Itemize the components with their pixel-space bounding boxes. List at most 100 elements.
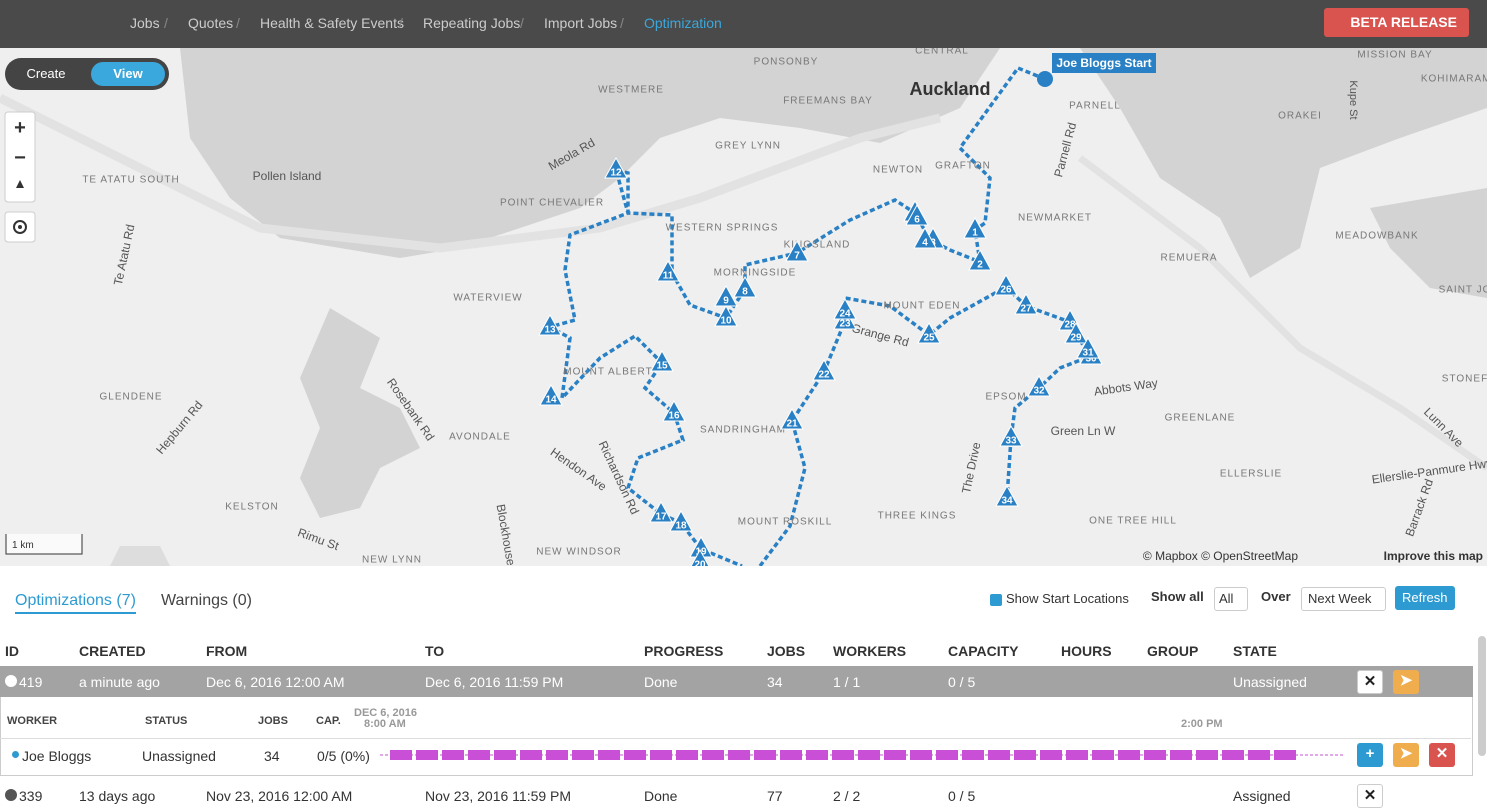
- nav-separator: /: [520, 15, 524, 31]
- table-cell: Dec 6, 2016 11:59 PM: [425, 674, 564, 690]
- stop-marker[interactable]: [785, 239, 809, 262]
- stop-marker[interactable]: [1076, 336, 1100, 359]
- stop-marker[interactable]: [963, 216, 987, 239]
- table-cell: 0 / 5: [948, 674, 976, 690]
- stop-marker[interactable]: [995, 484, 1019, 507]
- job-bar: [650, 750, 672, 760]
- scrollbar[interactable]: [1478, 636, 1486, 756]
- stop-label: 14: [545, 395, 557, 406]
- create-toggle[interactable]: Create: [26, 66, 65, 81]
- job-bar: [520, 750, 542, 760]
- stop-marker[interactable]: [780, 407, 804, 430]
- stop-marker[interactable]: [539, 383, 563, 406]
- show-all-select[interactable]: All: [1214, 587, 1249, 611]
- stop-marker[interactable]: [1027, 374, 1051, 397]
- tab[interactable]: Optimizations (7): [15, 592, 136, 614]
- table-cell: Done: [644, 788, 678, 804]
- nav-link[interactable]: Optimization: [644, 15, 722, 31]
- place-label: SAINT JO: [1439, 285, 1487, 296]
- worker-dot: [12, 751, 19, 758]
- improve-link[interactable]: Improve this map: [1384, 549, 1483, 563]
- refresh-button[interactable]: Refresh: [1395, 586, 1455, 610]
- nav-link[interactable]: Jobs: [130, 15, 160, 31]
- job-bar: [910, 750, 932, 760]
- stop-marker[interactable]: [689, 548, 711, 566]
- panel: Optimizations (7) Warnings (0) Show Star…: [0, 566, 1487, 810]
- stop-marker[interactable]: [812, 358, 836, 381]
- nav-link[interactable]: Quotes: [188, 15, 234, 31]
- stop-marker[interactable]: [1014, 292, 1038, 315]
- table-cell: a minute ago: [79, 674, 160, 690]
- job-bar: [572, 750, 594, 760]
- expand-icon[interactable]: [5, 675, 17, 687]
- stop-label: 8: [742, 287, 748, 298]
- stop-marker[interactable]: [649, 500, 673, 523]
- timeline-start: 8:00 AM: [364, 718, 406, 730]
- nav-link[interactable]: Health & Safety Events: [260, 15, 404, 31]
- worker-action[interactable]: ➤: [1393, 743, 1419, 767]
- stop-marker[interactable]: [833, 297, 857, 320]
- column-header: JOBS: [767, 643, 806, 659]
- stop-marker[interactable]: [917, 321, 941, 344]
- stop-marker[interactable]: [662, 399, 686, 422]
- stop-label: 21: [786, 419, 798, 430]
- table-cell: Dec 6, 2016 12:00 AM: [206, 674, 345, 690]
- stop-marker[interactable]: [968, 248, 992, 271]
- stop-label: 29: [1070, 333, 1082, 344]
- detail-cell: Unassigned: [142, 748, 216, 764]
- detail-cell: Joe Bloggs: [22, 748, 92, 764]
- job-bar: [702, 750, 724, 760]
- stop-marker[interactable]: [650, 349, 674, 372]
- stop-label: 23: [839, 319, 851, 330]
- svg-text:−: −: [14, 147, 26, 169]
- stop-marker[interactable]: [656, 259, 680, 282]
- job-bar: [494, 750, 516, 760]
- stop-label: 7: [794, 251, 800, 262]
- place-label: THREE KINGS: [878, 511, 957, 522]
- place-label: GRAFTON: [935, 161, 991, 172]
- nav-link[interactable]: Repeating Jobs: [423, 15, 521, 31]
- place-label: NEWMARKET: [1018, 213, 1092, 224]
- view-toggle[interactable]: View: [113, 66, 143, 81]
- worker-action[interactable]: +: [1357, 743, 1383, 767]
- over-select[interactable]: Next Week: [1301, 587, 1387, 611]
- stop-marker[interactable]: [1064, 321, 1088, 344]
- stop-marker[interactable]: [905, 203, 929, 226]
- stop-marker[interactable]: [733, 275, 757, 298]
- checkbox[interactable]: [990, 594, 1002, 606]
- job-bar: [1092, 750, 1114, 760]
- close-button[interactable]: ✕: [1357, 784, 1383, 808]
- timeline-date: DEC 6, 2016: [354, 707, 417, 719]
- place-label: POINT CHEVALIER: [500, 198, 604, 209]
- column-header: PROGRESS: [644, 643, 724, 659]
- job-bar: [676, 750, 698, 760]
- stop-label: 18: [675, 521, 687, 532]
- stop-marker[interactable]: [994, 273, 1018, 296]
- selected-row-bg: [0, 666, 1473, 697]
- stop-marker[interactable]: [604, 156, 628, 179]
- stop-marker[interactable]: [999, 424, 1023, 447]
- stop-marker[interactable]: [913, 226, 937, 249]
- nav-link[interactable]: Import Jobs: [544, 15, 618, 31]
- stop-marker[interactable]: [714, 304, 738, 327]
- place-label: WATERVIEW: [453, 293, 522, 304]
- beta-badge[interactable]: BETA RELEASE: [1324, 8, 1469, 37]
- stop-label: 26: [1000, 285, 1012, 296]
- detail-box: [0, 697, 1473, 776]
- stop-label: 11: [663, 271, 674, 282]
- tab[interactable]: Warnings (0): [161, 592, 252, 609]
- divider: [0, 738, 1471, 739]
- stop-label: 24: [839, 309, 851, 320]
- stop-marker[interactable]: [538, 313, 562, 336]
- expand-icon[interactable]: [5, 789, 17, 801]
- worker-action[interactable]: ✕: [1429, 743, 1455, 767]
- close-button[interactable]: ✕: [1357, 670, 1383, 694]
- send-button[interactable]: ➤: [1393, 670, 1419, 694]
- place-label: SANDRINGHAM: [700, 425, 786, 436]
- stop-label: 30: [1085, 354, 1097, 365]
- job-bar: [780, 750, 802, 760]
- stop-marker[interactable]: [669, 509, 693, 532]
- stop-label: 32: [1033, 386, 1045, 397]
- stop-label: 20: [694, 560, 706, 566]
